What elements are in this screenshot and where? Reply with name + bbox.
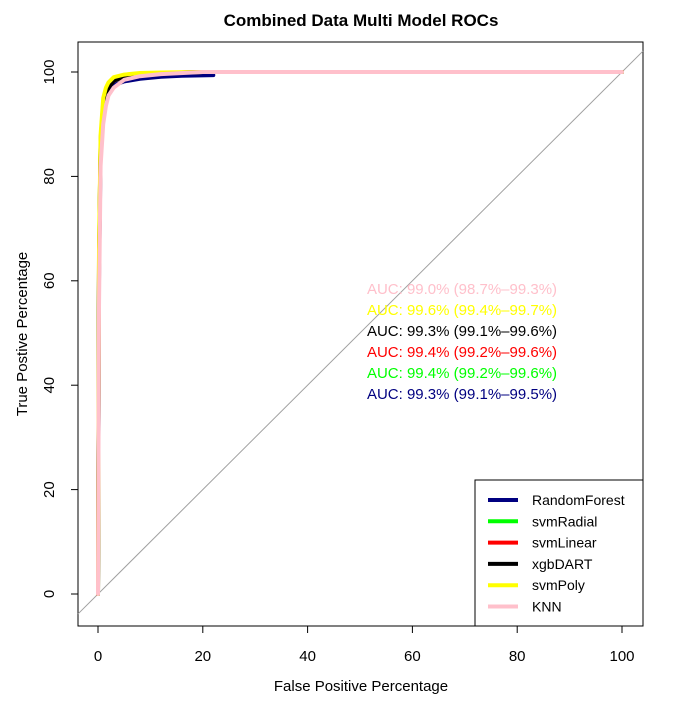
y-tick-label: 100 [41,59,58,84]
legend: RandomForest svmRadial svmLinear xgbDART svm… [474,479,644,627]
auc-label-svmlinear: AUC: 99.4% (99.2%–99.6%) [367,344,557,361]
x-tick-label: 40 [299,648,316,665]
legend-items: RandomForest svmRadial svmLinear xgbDART svm… [488,492,625,615]
legend-label: svmRadial [532,513,597,529]
reference-diagonal-layer [77,50,644,615]
legend-box [474,479,644,627]
auc-label-svmradial: AUC: 99.4% (99.2%–99.6%) [367,365,557,382]
legend-label: RandomForest [532,492,625,508]
y-tick-label: 20 [41,481,58,498]
roc-curve-knn [96,70,624,596]
legend-label: svmLinear [532,535,597,551]
legend-item-svmpoly: svmPoly [488,577,585,593]
auc-label-randomforest: AUC: 99.3% (99.1%–99.5%) [367,386,557,403]
legend-label: KNN [532,599,562,615]
legend-label: xgbDART [532,556,593,572]
y-tick-label: 80 [41,168,58,185]
x-tick-label: 100 [609,648,634,665]
auc-labels: AUC: 99.0% (98.7%–99.3%) AUC: 99.6% (99.4… [367,281,557,403]
x-tick-label: 60 [404,648,421,665]
y-tick-label: 0 [41,590,58,598]
legend-item-svmradial: svmRadial [488,513,597,529]
auc-label-svmpoly: AUC: 99.6% (99.4%–99.7%) [367,302,557,319]
roc-curves-layer [96,70,624,596]
y-axis-label: True Postive Percentage [14,252,31,417]
legend-item-knn: KNN [488,599,562,615]
y-tick-label: 60 [41,272,58,289]
legend-item-svmlinear: svmLinear [488,535,597,551]
x-tick-label: 80 [509,648,526,665]
x-tick-label: 20 [194,648,211,665]
legend-item-xgbdart: xgbDART [488,556,593,572]
auc-label-knn: AUC: 99.0% (98.7%–99.3%) [367,281,557,298]
chart-title: Combined Data Multi Model ROCs [224,11,499,30]
auc-label-xgbdart: AUC: 99.3% (99.1%–99.6%) [367,323,557,340]
legend-label: svmPoly [532,577,585,593]
x-axis: 0 20 40 60 80 100 [94,626,635,665]
y-tick-label: 40 [41,377,58,394]
x-axis-label: False Positive Percentage [274,678,448,695]
reference-diagonal-line [77,50,644,615]
plot-frame [77,41,644,627]
y-axis: 0 20 40 60 80 100 [41,59,78,598]
x-tick-label: 0 [94,648,102,665]
legend-item-randomforest: RandomForest [488,492,625,508]
